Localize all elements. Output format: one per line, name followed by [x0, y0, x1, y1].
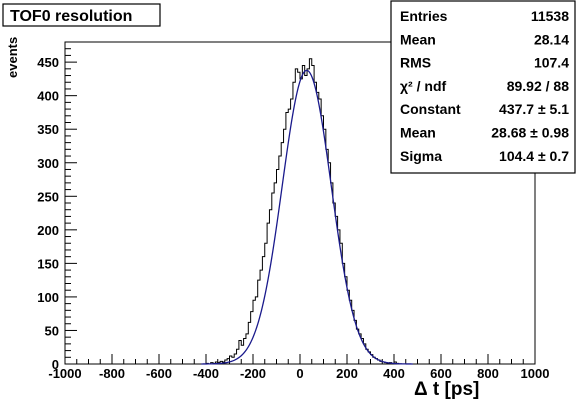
stats-value: 107.4 [534, 55, 569, 71]
title-frame [2, 3, 161, 27]
y-tick-label: 400 [37, 89, 59, 104]
x-axis-title: Δ t [ps] [414, 379, 479, 400]
stats-value: 28.68 ± 0.98 [491, 125, 569, 141]
x-tick-label: -1000 [48, 366, 81, 381]
stats-value: 104.4 ± 0.7 [499, 148, 569, 164]
stats-value: 89.92 / 88 [507, 78, 569, 94]
title-box: TOF0 resolution [2, 3, 161, 27]
y-tick-labels: 0 50 100 150 200 250 300 350 400 450 [37, 55, 59, 372]
stats-label: Entries [400, 8, 448, 24]
stats-rows: Entries 11538 Mean 28.14 RMS 107.4 χ² / ndf 89.… [400, 8, 569, 164]
x-tick-label: 800 [477, 366, 499, 381]
x-tick-label: 200 [336, 366, 358, 381]
y-tick-label: 0 [52, 357, 59, 372]
y-tick-label: 300 [37, 156, 59, 171]
x-tick-label: -200 [240, 366, 266, 381]
y-tick-label: 100 [37, 290, 59, 305]
y-tick-label: 250 [37, 189, 59, 204]
x-tick-label: 0 [296, 366, 303, 381]
y-tick-label: 350 [37, 122, 59, 137]
stats-value: 28.14 [534, 31, 569, 47]
x-tick-label: 600 [430, 366, 452, 381]
stats-label: Constant [400, 101, 461, 117]
x-tick-label: -800 [99, 366, 125, 381]
stats-label: RMS [400, 55, 431, 71]
x-tick-labels: -1000 -800 -600 -400 -200 0 200 400 600 800 1000 [48, 366, 549, 381]
y-tick-label: 200 [37, 223, 59, 238]
stats-label: Mean [400, 125, 436, 141]
x-tick-label: -600 [146, 366, 172, 381]
stats-label: χ² / ndf [400, 78, 446, 94]
stats-value: 437.7 ± 5.1 [499, 101, 569, 117]
axis-ticks [64, 41, 536, 365]
chart-title: TOF0 resolution [10, 8, 132, 25]
x-tick-label: 400 [383, 366, 405, 381]
y-tick-label: 50 [45, 323, 59, 338]
stats-box: Entries 11538 Mean 28.14 RMS 107.4 χ² / ndf 89.… [390, 0, 576, 174]
gaussian-fit-curve [201, 69, 413, 365]
x-tick-label: -400 [193, 366, 219, 381]
y-tick-label: 450 [37, 55, 59, 70]
y-axis-title: events [5, 37, 20, 78]
stats-frame [390, 0, 576, 174]
stats-label: Mean [400, 31, 436, 47]
y-tick-label: 150 [37, 256, 59, 271]
stats-value: 11538 [531, 8, 569, 24]
x-tick-label: 1000 [521, 366, 550, 381]
stats-label: Sigma [400, 148, 442, 164]
